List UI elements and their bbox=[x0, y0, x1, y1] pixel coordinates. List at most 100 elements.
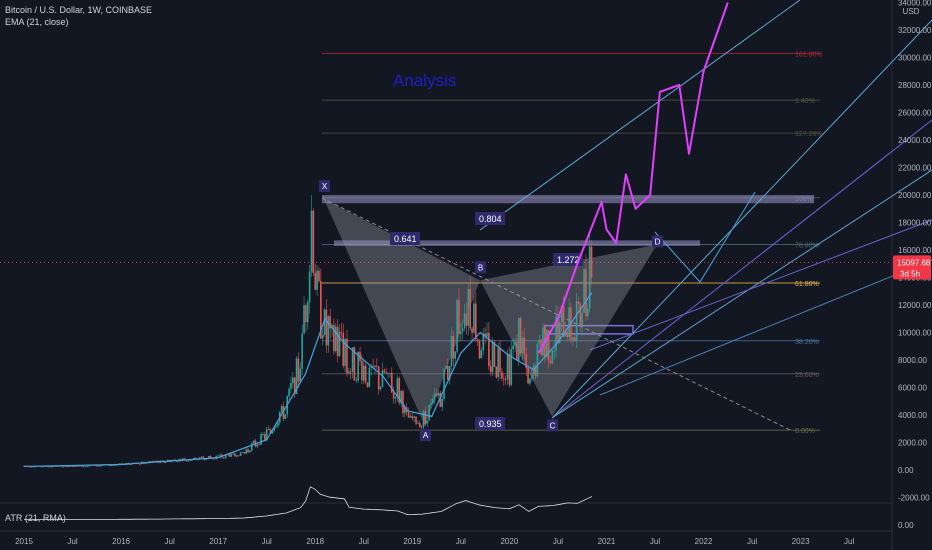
candle-body bbox=[316, 270, 318, 290]
candle-body bbox=[512, 345, 514, 350]
time-tick-label: Jul bbox=[553, 537, 563, 546]
candle-body bbox=[230, 454, 233, 457]
candle-body bbox=[288, 388, 290, 397]
candle-body bbox=[588, 246, 591, 309]
candle-body bbox=[303, 305, 305, 334]
candle-body bbox=[530, 374, 533, 379]
candle-body bbox=[295, 358, 298, 394]
point-label: D bbox=[655, 238, 661, 247]
point-label: C bbox=[550, 421, 556, 430]
candle-body bbox=[366, 382, 369, 387]
point-badge bbox=[652, 235, 663, 248]
candle-body bbox=[86, 466, 89, 468]
time-tick-label: 2019 bbox=[403, 537, 421, 546]
channel-line bbox=[551, 19, 932, 419]
legend-atr[interactable]: ATR (21, RMA) bbox=[5, 513, 66, 523]
candle-body bbox=[96, 465, 98, 467]
candle-body bbox=[331, 325, 333, 329]
price-tick-label: 24000.00 bbox=[898, 136, 932, 145]
time-tick-label: 2017 bbox=[209, 537, 227, 546]
time-tick-label: Jul bbox=[165, 537, 175, 546]
fib-level-label: 61.80% bbox=[795, 281, 819, 288]
fib-level-label: 161.80% bbox=[795, 51, 823, 58]
price-tick-label: 4000.00 bbox=[898, 411, 927, 420]
candle-body bbox=[213, 458, 216, 460]
candle-body bbox=[187, 460, 190, 462]
candle-body bbox=[508, 353, 511, 385]
channel-line bbox=[479, 0, 801, 231]
candle-body bbox=[420, 427, 423, 428]
price-tick-label: 12000.00 bbox=[898, 301, 932, 310]
candle-body bbox=[129, 464, 132, 466]
candle-body bbox=[81, 466, 83, 468]
legend-symbol[interactable]: Bitcoin / U.S. Dollar, 1W, COINBASE bbox=[5, 5, 153, 15]
candle-body bbox=[368, 367, 371, 387]
price-tick-label: 26000.00 bbox=[898, 109, 932, 118]
candle-body bbox=[75, 465, 78, 467]
candle-body bbox=[219, 454, 221, 456]
candle-body bbox=[517, 318, 520, 361]
candle-body bbox=[344, 338, 346, 366]
time-axis[interactable]: 2015 Jul 2016 Jul 2017 Jul 2018 Jul 2019 Jul 2020 J… bbox=[15, 537, 854, 546]
candle-body bbox=[265, 429, 268, 440]
candle-body bbox=[346, 338, 348, 374]
candle-body bbox=[120, 463, 122, 465]
candle-body bbox=[439, 392, 442, 407]
candle-body bbox=[422, 411, 425, 428]
candle-body bbox=[426, 420, 429, 424]
candle-body bbox=[529, 378, 531, 384]
candle-body bbox=[338, 331, 341, 356]
candle-body bbox=[97, 465, 100, 467]
candle-body bbox=[77, 465, 79, 467]
zone-rectangle bbox=[334, 240, 700, 246]
candle-body bbox=[247, 449, 249, 453]
price-tick-label: -2000.00 bbox=[898, 494, 930, 503]
candle-body bbox=[446, 365, 449, 380]
candle-body bbox=[353, 347, 356, 381]
candle-body bbox=[196, 459, 199, 461]
candle-body bbox=[267, 429, 270, 430]
candle-body bbox=[51, 466, 53, 468]
candle-body bbox=[585, 269, 587, 317]
candle-body bbox=[527, 367, 529, 384]
candle-body bbox=[243, 452, 246, 454]
candle-body bbox=[256, 444, 259, 447]
candle-body bbox=[551, 350, 554, 364]
candle-body bbox=[269, 429, 272, 434]
point-badge bbox=[475, 261, 486, 274]
time-tick-label: 2021 bbox=[598, 537, 616, 546]
analysis-annotation[interactable]: Analysis bbox=[393, 71, 456, 90]
candle-body bbox=[460, 331, 462, 335]
point-badge bbox=[319, 180, 330, 193]
candle-body bbox=[82, 466, 85, 468]
candle-body bbox=[443, 368, 445, 399]
candle-body bbox=[525, 354, 527, 368]
price-tick-label: 30000.00 bbox=[898, 54, 932, 63]
candle-body bbox=[41, 466, 44, 468]
candle-body bbox=[306, 302, 309, 323]
candle-body bbox=[153, 460, 156, 462]
candle-body bbox=[340, 331, 343, 333]
time-tick-label: 2016 bbox=[112, 537, 130, 546]
candle-body bbox=[519, 318, 522, 354]
ratio-label: 1.272 bbox=[557, 255, 580, 265]
price-tick-label: 2000.00 bbox=[898, 439, 927, 448]
time-tick-label: Jul bbox=[359, 537, 369, 546]
grid bbox=[0, 0, 893, 550]
candle-body bbox=[138, 463, 141, 465]
candle-body bbox=[579, 303, 582, 327]
candle-body bbox=[471, 328, 473, 333]
last-price-badge bbox=[893, 255, 931, 280]
candle-body bbox=[516, 342, 518, 361]
candle-body bbox=[99, 465, 102, 467]
price-tick-label: 6000.00 bbox=[898, 384, 927, 393]
candle-body bbox=[418, 422, 421, 428]
candle-body bbox=[474, 303, 477, 340]
candle-body bbox=[30, 466, 33, 468]
candle-body bbox=[355, 380, 358, 382]
candle-body bbox=[290, 382, 292, 389]
legend-ema[interactable]: EMA (21, close) bbox=[5, 17, 69, 27]
